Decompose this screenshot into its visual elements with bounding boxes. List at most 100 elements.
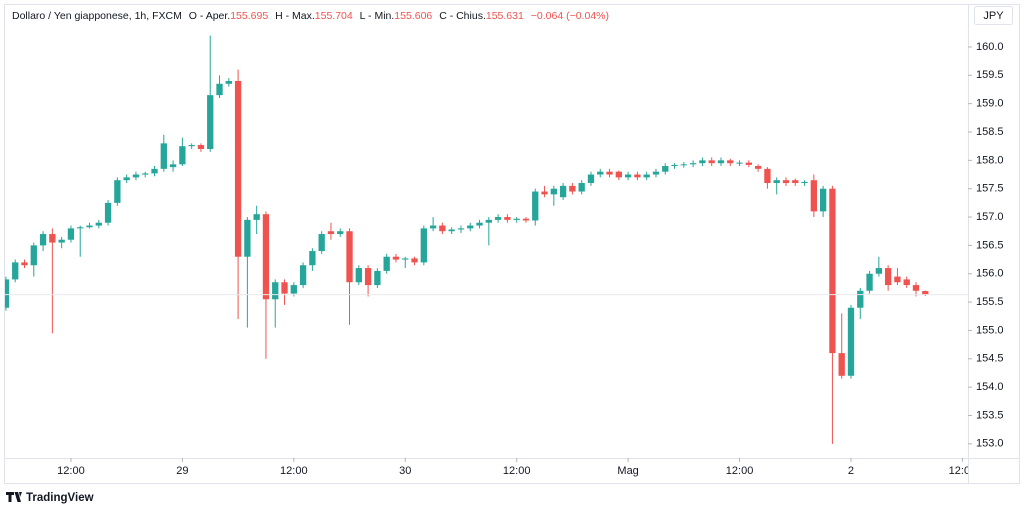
candle-body [894, 276, 901, 283]
currency-button[interactable] [974, 6, 1013, 25]
candle-body [327, 231, 335, 235]
candle-body [30, 245, 37, 266]
candle-body [513, 218, 520, 220]
x-tick-label: 12:00 [503, 465, 531, 477]
close-value: 155.631 [486, 10, 524, 22]
header: Dollaro / Yen giapponese, 1h, FXCM O - A… [12, 10, 609, 22]
candle-body [457, 228, 465, 230]
frame [4, 4, 1020, 484]
currency[interactable]: JPY [983, 10, 1004, 22]
y-tick-label: 158.5 [976, 126, 1004, 138]
candle-body [597, 171, 604, 175]
candle-body [504, 217, 511, 220]
candle-body [764, 168, 771, 184]
candle-body [634, 174, 641, 178]
low-label: L - Min. [360, 10, 395, 22]
candle-body [736, 162, 743, 164]
candle-body [58, 239, 65, 243]
candle-body [782, 180, 790, 184]
candle-body [801, 181, 808, 184]
y-tick-label: 157.0 [976, 211, 1004, 223]
x-tick-label: 12:00 [949, 465, 977, 477]
candle-body [86, 225, 93, 228]
change: −0.064 (−0.04%) [531, 10, 609, 22]
y-tick-label: 160.0 [976, 41, 1004, 53]
x-tick-label: 2 [848, 465, 854, 477]
candle-body [884, 268, 892, 286]
y-tick-label: 156.0 [976, 268, 1004, 280]
candle-body [550, 188, 557, 195]
candle-body [476, 222, 483, 226]
candle-body [244, 219, 251, 257]
high-label: H - Max. [275, 10, 315, 22]
candle-body [708, 160, 715, 164]
candle-body [485, 219, 492, 223]
candle-body [281, 282, 288, 294]
x-tick-label: 12:00 [280, 465, 308, 477]
symbol: Dollaro / Yen giapponese, 1h, FXCM [12, 10, 182, 22]
open-value: 155.695 [230, 10, 268, 22]
candle-body [49, 234, 56, 243]
candle-body [299, 265, 307, 286]
y-tick-label: 154.0 [976, 381, 1004, 393]
x-tick-label: Mag [617, 465, 638, 477]
candle-body [188, 145, 195, 147]
candle-body [104, 202, 112, 223]
candle-body [559, 185, 567, 198]
candle-body [429, 225, 437, 229]
candle-body [253, 214, 260, 220]
brand-logo [6, 492, 22, 502]
candle-body [132, 174, 140, 178]
candle-body [123, 177, 130, 181]
candle-body [745, 162, 752, 165]
candle-body [207, 95, 214, 150]
candle-body [411, 258, 418, 263]
candle-body [114, 180, 121, 203]
candle-body [364, 268, 372, 286]
candle-body [439, 225, 446, 232]
close-label: C - Chius. [439, 10, 486, 22]
candle-body [160, 143, 167, 169]
candle-body [838, 353, 845, 376]
candle-body [773, 180, 780, 184]
y-tick-label: 154.5 [976, 353, 1004, 365]
candle-body [875, 268, 883, 274]
candle-body [5, 279, 10, 308]
candle-body [12, 262, 19, 280]
candle-body [151, 168, 158, 174]
candle-body [689, 163, 697, 165]
high-value: 155.704 [315, 10, 353, 22]
candle-body [383, 256, 390, 271]
candle-body [847, 307, 855, 376]
candle-body [717, 160, 725, 164]
candle-body [606, 171, 613, 175]
candle-body [680, 164, 687, 166]
x-tick-label: 12:00 [57, 465, 85, 477]
brand: TradingView [26, 492, 94, 504]
open-label: O - Aper. [189, 10, 230, 22]
candle-body [179, 146, 186, 165]
y-tick-label: 156.5 [976, 239, 1004, 251]
candle-body [318, 234, 325, 252]
y-tick-label: 159.0 [976, 98, 1004, 110]
candle-body [652, 171, 660, 175]
candle-body [569, 185, 576, 192]
candle-body [532, 191, 539, 221]
candle-body [402, 258, 409, 260]
time-axis: 12:00 29 12:00 30 12:00 Mag 12:00 2 12:00 [57, 458, 977, 477]
candle-body [290, 285, 297, 294]
candle-body [272, 282, 279, 300]
candle-body [727, 160, 734, 164]
candle-body [77, 227, 84, 229]
y-tick-label: 158.0 [976, 154, 1004, 166]
x-tick-label: 12:00 [726, 465, 754, 477]
candle-body [912, 285, 920, 291]
y-tick-label: 159.5 [976, 69, 1004, 81]
candle-body [39, 234, 47, 246]
candle-body [662, 166, 669, 172]
candle-body [792, 180, 799, 184]
candle-body [216, 83, 223, 96]
x-tick-label: 30 [399, 465, 411, 477]
candle-body [615, 171, 622, 178]
